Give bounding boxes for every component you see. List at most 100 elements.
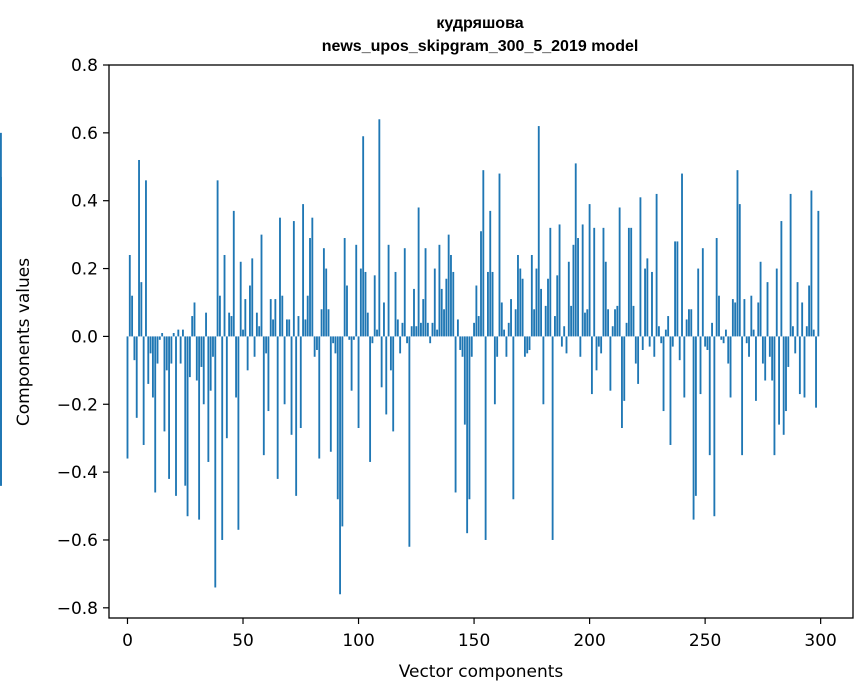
bar-94 <box>343 238 346 337</box>
bar-undefined <box>0 176 2 337</box>
bar-185 <box>554 316 556 337</box>
bar-230 <box>657 326 660 337</box>
bar-4 <box>135 336 138 418</box>
bar-74 <box>297 316 300 337</box>
y-tick-label: 0.4 <box>71 192 98 212</box>
chart-title: кудряшова <box>436 15 523 32</box>
bar-undefined <box>0 336 2 367</box>
bar-88 <box>329 336 332 452</box>
bar-89 <box>332 336 335 344</box>
bar-275 <box>761 336 764 364</box>
bar-212 <box>616 305 619 337</box>
plot-frame <box>108 64 854 619</box>
bar-93 <box>341 336 344 527</box>
bar-70 <box>288 319 291 337</box>
y-tick-label: −0.6 <box>57 531 98 551</box>
bar-179 <box>540 288 542 337</box>
bar-65 <box>276 336 279 479</box>
bar-109 <box>378 119 381 337</box>
bar-296 <box>810 190 813 337</box>
bar-284 <box>782 336 785 435</box>
bar-157 <box>489 210 492 337</box>
bar-244 <box>690 309 693 337</box>
bar-136 <box>440 288 443 337</box>
bar-31 <box>198 336 201 520</box>
bar-63 <box>272 319 274 337</box>
bar-209 <box>609 336 612 391</box>
bar-120 <box>403 248 406 337</box>
bar-205 <box>600 336 603 354</box>
bar-263 <box>734 302 737 337</box>
bar-292 <box>801 302 804 337</box>
bar-293 <box>803 336 806 398</box>
bar-124 <box>413 288 415 337</box>
bar-253 <box>711 322 713 337</box>
bar-155 <box>484 336 487 540</box>
bar-170 <box>519 268 522 337</box>
bar-146 <box>463 336 466 425</box>
bar-51 <box>244 299 247 337</box>
bar-256 <box>718 295 720 337</box>
bar-58 <box>260 234 263 337</box>
bar-280 <box>773 336 776 456</box>
bar-130 <box>426 322 429 337</box>
bar-217 <box>627 227 630 337</box>
bar-154 <box>482 170 485 337</box>
bar-52 <box>246 336 249 371</box>
bar-undefined <box>0 336 2 486</box>
bar-73 <box>295 336 298 496</box>
x-tick-label: 100 <box>342 631 374 651</box>
bar-135 <box>438 244 441 337</box>
bar-199 <box>586 309 589 337</box>
y-tick-label: 0.8 <box>71 56 98 76</box>
bar-241 <box>683 336 686 398</box>
bar-80 <box>311 217 314 337</box>
bar-214 <box>621 336 623 429</box>
bar-14 <box>158 336 161 340</box>
bar-220 <box>634 336 637 364</box>
bar-190 <box>565 336 568 354</box>
bar-115 <box>392 336 395 432</box>
bar-84 <box>320 309 323 337</box>
bar-46 <box>232 210 235 337</box>
bar-167 <box>512 336 515 500</box>
bar-152 <box>477 316 480 337</box>
bar-8 <box>145 180 147 337</box>
bar-149 <box>470 336 473 357</box>
bar-44 <box>228 312 231 337</box>
bar-69 <box>285 319 288 337</box>
y-tick-label: 0.2 <box>71 260 98 280</box>
bar-240 <box>681 173 683 337</box>
bar-201 <box>590 336 593 395</box>
bar-81 <box>313 336 316 357</box>
bar-285 <box>785 336 787 412</box>
bar-110 <box>380 336 383 388</box>
bar-208 <box>607 309 610 337</box>
bar-97 <box>350 336 353 391</box>
bar-268 <box>745 336 748 344</box>
bar-48 <box>237 336 240 530</box>
bar-166 <box>510 299 512 337</box>
bar-27 <box>188 336 191 378</box>
bar-9 <box>147 336 150 384</box>
bar-228 <box>653 336 656 357</box>
bar-258 <box>722 336 725 344</box>
bar-254 <box>713 336 716 517</box>
bar-164 <box>505 336 508 357</box>
bar-153 <box>480 231 482 337</box>
bar-207 <box>604 261 607 337</box>
bar-184 <box>551 336 554 540</box>
bar-235 <box>669 336 672 445</box>
bar-203 <box>595 336 598 371</box>
bar-21 <box>175 336 177 496</box>
bar-269 <box>748 336 750 357</box>
bar-192 <box>570 305 573 337</box>
bar-114 <box>389 336 392 371</box>
bar-265 <box>738 204 741 337</box>
bar-237 <box>674 241 677 337</box>
bar-252 <box>708 336 711 456</box>
bar-245 <box>692 336 695 520</box>
bar-121 <box>406 336 408 344</box>
bar-30 <box>195 336 198 381</box>
